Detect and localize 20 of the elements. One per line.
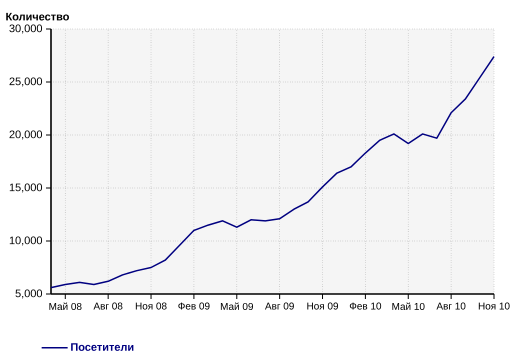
y-tick-label: 10,000 <box>10 236 42 246</box>
x-tick-label: Ноя 10 <box>478 302 510 310</box>
line-series <box>50 56 495 288</box>
x-tick-label: Фев 09 <box>178 302 210 310</box>
x-tick-label: Ноя 09 <box>307 302 338 310</box>
y-tick-label: 20,000 <box>10 130 42 140</box>
y-tick-label: 30,000 <box>9 24 42 34</box>
y-tick-label: 5,000 <box>16 289 42 299</box>
x-tick-label: Авг 08 <box>93 302 122 310</box>
x-tick-label: Фев 10 <box>350 302 382 310</box>
y-tick-label: 25,000 <box>10 77 42 87</box>
x-tick-label: Авг 10 <box>436 302 466 310</box>
x-tick-label: Авг 09 <box>264 302 294 310</box>
x-tick-label: Май 08 <box>49 302 82 310</box>
x-tick-label: Май 10 <box>392 302 425 310</box>
x-tick-label: Май 09 <box>220 302 253 310</box>
legend-label: Посетители <box>71 343 134 351</box>
y-tick-label: 15,000 <box>10 183 42 193</box>
x-tick-label: Ноя 08 <box>136 302 167 310</box>
y-axis-title: Количество <box>6 12 69 20</box>
